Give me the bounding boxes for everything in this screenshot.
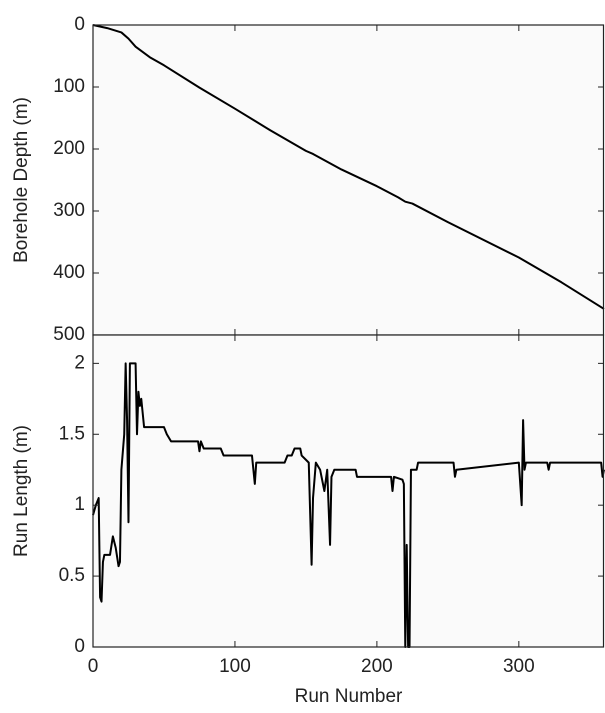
y-axis-label: Run Length (m) [11, 425, 32, 557]
x-tick-label: 200 [361, 656, 393, 677]
x-tick-label: 0 [88, 656, 99, 677]
y-tick-label: 0 [74, 636, 85, 657]
y-tick-label: 400 [53, 262, 85, 283]
y-tick-label: 2 [74, 352, 85, 373]
y-tick-label: 100 [53, 76, 85, 97]
data-line [92, 24, 605, 310]
plot-area [93, 335, 604, 647]
y-tick-label: 300 [53, 200, 85, 221]
y-tick-label: 200 [53, 138, 85, 159]
y-tick-label: 500 [53, 324, 85, 345]
y-tick-label: 0 [74, 14, 85, 35]
y-tick-label: 1.5 [59, 423, 85, 444]
plot-area [93, 25, 604, 335]
y-tick-label: 0.5 [59, 565, 85, 586]
axes-box [92, 334, 605, 648]
x-tick-label: 300 [503, 656, 535, 677]
x-axis-label: Run Number [295, 686, 403, 707]
y-tick-label: 1 [74, 494, 85, 515]
data-line [92, 362, 605, 648]
x-tick-label: 100 [219, 656, 251, 677]
y-axis-label: Borehole Depth (m) [11, 97, 32, 263]
